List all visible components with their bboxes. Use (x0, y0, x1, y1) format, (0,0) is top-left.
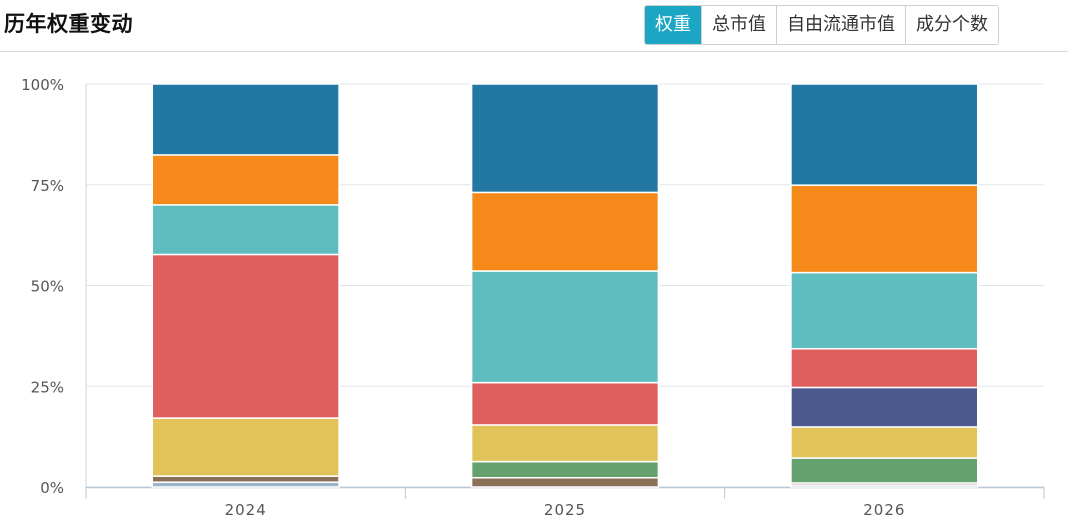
stacked-weight-chart: 0% 25% 50% 75% 100% 2024 2025 2026 (21, 76, 1045, 519)
bar-segment (151, 475, 340, 483)
bar-segment (470, 191, 660, 272)
y-tick-label: 25% (31, 378, 64, 396)
y-tick-label: 100% (21, 76, 64, 94)
bar-segment (470, 270, 660, 384)
bar-segment (470, 83, 660, 194)
bar-segment (470, 460, 660, 479)
bar-segment (151, 154, 340, 206)
tab-total-market-cap[interactable]: 总市值 (701, 6, 776, 44)
bar-segment (790, 83, 979, 186)
tab-free-float-market-cap[interactable]: 自由流通市值 (776, 6, 905, 44)
bar-segment (151, 417, 340, 477)
x-tick-label: 2026 (863, 501, 905, 519)
bar-segment (790, 426, 979, 459)
bar-segment (470, 381, 660, 426)
bar-segment (790, 184, 979, 274)
header-divider (0, 51, 1068, 52)
bar-segment (151, 83, 340, 156)
bar-segment (470, 476, 660, 488)
x-tick-label: 2024 (225, 501, 267, 519)
y-tick-label: 0% (40, 479, 64, 497)
bar-segment (790, 386, 979, 428)
y-tick-label: 75% (31, 177, 64, 195)
bar-segment (470, 424, 660, 463)
bar-segment (151, 204, 340, 256)
metric-tabs: 权重 总市值 自由流通市值 成分个数 (644, 5, 999, 45)
bar-segment (790, 348, 979, 389)
x-tick-label: 2025 (544, 501, 586, 519)
page-title: 历年权重变动 (4, 12, 133, 36)
y-tick-label: 50% (31, 278, 64, 296)
tab-constituent-count[interactable]: 成分个数 (905, 6, 998, 44)
bar-segment (790, 271, 979, 350)
tab-weight[interactable]: 权重 (645, 6, 701, 44)
bar-segment (790, 457, 979, 484)
bar-segment (151, 253, 340, 419)
